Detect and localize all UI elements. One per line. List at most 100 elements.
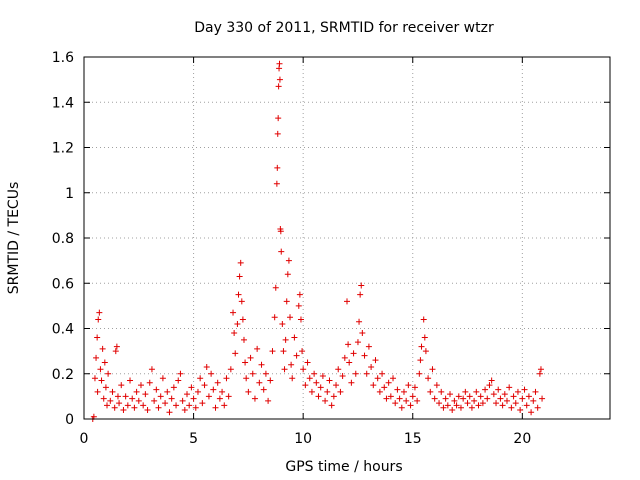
data-point — [497, 395, 504, 402]
data-point — [219, 388, 226, 395]
data-point — [281, 366, 288, 373]
data-point — [394, 386, 401, 393]
data-point — [153, 386, 160, 393]
y-tick-label: 0.6 — [52, 276, 74, 292]
data-point — [444, 402, 451, 409]
data-point — [99, 345, 106, 352]
data-point — [521, 386, 528, 393]
data-point — [280, 348, 287, 355]
data-point — [162, 400, 169, 407]
data-point — [385, 379, 392, 386]
data-point — [379, 370, 386, 377]
data-point — [339, 373, 346, 380]
data-point — [348, 379, 355, 386]
points-layer — [89, 60, 546, 422]
data-point — [447, 391, 454, 398]
data-point — [376, 388, 383, 395]
data-point — [221, 402, 228, 409]
data-point — [356, 318, 363, 325]
data-point — [236, 273, 243, 280]
data-point — [514, 388, 521, 395]
data-point — [295, 302, 302, 309]
data-point — [449, 406, 456, 413]
data-point — [484, 395, 491, 402]
data-point — [510, 393, 517, 400]
data-point — [346, 359, 353, 366]
data-point — [181, 406, 188, 413]
data-point — [464, 400, 471, 407]
data-point — [427, 388, 434, 395]
data-point — [431, 395, 438, 402]
data-point — [279, 320, 286, 327]
data-point — [192, 404, 199, 411]
y-tick-label: 1 — [65, 186, 74, 202]
data-point — [232, 350, 239, 357]
data-point — [471, 397, 478, 404]
data-point — [100, 395, 107, 402]
data-point — [95, 316, 102, 323]
data-point — [122, 393, 129, 400]
data-point — [429, 366, 436, 373]
data-point — [210, 386, 217, 393]
data-point — [442, 395, 449, 402]
data-point — [285, 257, 292, 264]
data-point — [525, 393, 532, 400]
data-point — [272, 284, 279, 291]
data-point — [354, 339, 361, 346]
data-point — [234, 320, 241, 327]
plot-frame — [83, 56, 611, 420]
data-point — [291, 334, 298, 341]
data-point — [235, 291, 242, 298]
x-tick-label: 20 — [513, 431, 531, 447]
grid-layer — [84, 57, 610, 419]
data-point — [341, 354, 348, 361]
data-point — [304, 359, 311, 366]
data-point — [358, 282, 365, 289]
data-point — [109, 388, 116, 395]
data-point — [199, 400, 206, 407]
data-point — [337, 388, 344, 395]
x-tick-label: 0 — [80, 431, 89, 447]
data-point — [374, 375, 381, 382]
data-point — [231, 330, 238, 337]
data-point — [501, 391, 508, 398]
data-point — [239, 316, 246, 323]
data-point — [537, 366, 544, 373]
data-point — [420, 316, 427, 323]
data-point — [124, 402, 131, 409]
data-point — [330, 393, 337, 400]
data-point — [105, 370, 112, 377]
data-point — [203, 363, 210, 370]
data-point — [372, 357, 379, 364]
data-point — [173, 402, 180, 409]
data-point — [225, 393, 232, 400]
data-point — [148, 366, 155, 373]
data-point — [179, 397, 186, 404]
data-point — [296, 291, 303, 298]
x-tick-label: 15 — [404, 431, 422, 447]
data-point — [249, 370, 256, 377]
data-point — [140, 402, 147, 409]
data-point — [260, 386, 267, 393]
data-point — [499, 402, 506, 409]
data-point — [438, 388, 445, 395]
data-point — [528, 409, 535, 416]
data-point — [418, 343, 425, 350]
data-point — [381, 384, 388, 391]
data-point — [313, 379, 320, 386]
data-point — [262, 370, 269, 377]
data-point — [258, 361, 265, 368]
chart-title: Day 330 of 2011, SRMTID for receiver wtz… — [194, 20, 494, 36]
data-point — [403, 397, 410, 404]
data-point — [425, 375, 432, 382]
data-point — [227, 366, 234, 373]
data-point — [197, 375, 204, 382]
data-point — [532, 388, 539, 395]
data-point — [534, 404, 541, 411]
data-point — [175, 377, 182, 384]
data-point — [157, 393, 164, 400]
data-point — [517, 406, 524, 413]
data-point — [216, 395, 223, 402]
data-point — [523, 402, 530, 409]
data-point — [392, 400, 399, 407]
